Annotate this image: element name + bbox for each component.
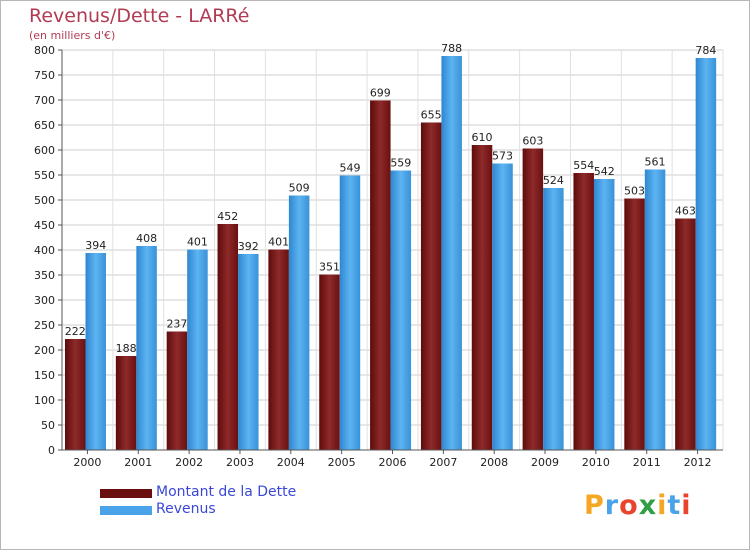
data-label-debt: 603 bbox=[522, 135, 543, 148]
x-tick-label: 2005 bbox=[328, 456, 356, 469]
data-label-revenue: 392 bbox=[238, 240, 259, 253]
logo-letter: o bbox=[619, 490, 639, 521]
bar-debt bbox=[65, 339, 86, 450]
logo-letter: r bbox=[604, 490, 620, 521]
data-label-debt: 401 bbox=[268, 236, 289, 249]
y-tick-label: 250 bbox=[34, 319, 55, 332]
data-label-debt: 699 bbox=[370, 87, 391, 100]
data-label-revenue: 788 bbox=[441, 42, 462, 55]
data-label-debt: 463 bbox=[675, 205, 696, 218]
logo-letter: x bbox=[638, 490, 658, 521]
data-label-revenue: 509 bbox=[289, 182, 310, 195]
data-label-debt: 351 bbox=[319, 261, 340, 274]
bar-revenue bbox=[644, 169, 666, 450]
bar-revenue bbox=[593, 179, 615, 450]
x-tick-label: 2000 bbox=[73, 456, 101, 469]
bar-revenue bbox=[339, 175, 361, 450]
y-tick-label: 450 bbox=[34, 219, 55, 232]
x-tick-label: 2004 bbox=[277, 456, 305, 469]
bar-revenue bbox=[441, 56, 462, 450]
chart-subtitle: (en milliers d'€) bbox=[29, 29, 116, 42]
bar-debt bbox=[166, 331, 188, 450]
bar-debt bbox=[217, 224, 239, 450]
data-label-revenue: 573 bbox=[492, 150, 513, 163]
bar-debt bbox=[370, 100, 391, 450]
data-label-revenue: 561 bbox=[645, 156, 666, 169]
bar-revenue bbox=[543, 188, 564, 450]
data-label-debt: 655 bbox=[421, 109, 442, 122]
bar-debt bbox=[624, 198, 645, 450]
y-tick-label: 500 bbox=[34, 194, 55, 207]
data-label-revenue: 408 bbox=[136, 232, 157, 245]
bar-revenue bbox=[492, 163, 513, 450]
x-tick-label: 2012 bbox=[684, 456, 712, 469]
x-tick-label: 2010 bbox=[582, 456, 610, 469]
bar-revenue bbox=[390, 170, 412, 450]
bar-debt bbox=[522, 148, 544, 450]
bar-revenue bbox=[85, 253, 106, 450]
bar-debt bbox=[675, 218, 696, 450]
bar-debt bbox=[319, 274, 340, 450]
y-tick-label: 0 bbox=[48, 444, 55, 457]
y-tick-label: 400 bbox=[34, 244, 55, 257]
data-label-debt: 222 bbox=[65, 325, 86, 338]
y-tick-label: 350 bbox=[34, 269, 55, 282]
data-label-revenue: 559 bbox=[390, 157, 411, 170]
legend-label-debt: Montant de la Dette bbox=[156, 484, 297, 500]
data-label-debt: 610 bbox=[472, 131, 493, 144]
legend-swatch-debt bbox=[100, 489, 152, 498]
data-label-revenue: 542 bbox=[594, 165, 615, 178]
bar-debt bbox=[115, 356, 137, 450]
bar-revenue bbox=[695, 58, 717, 450]
proxiti-logo: Proxiti bbox=[584, 490, 692, 521]
bar-revenue bbox=[187, 249, 208, 450]
chart-title: Revenus/Dette - LARRé bbox=[29, 5, 250, 27]
x-tick-label: 2009 bbox=[531, 456, 559, 469]
y-tick-label: 100 bbox=[34, 394, 55, 407]
legend-swatch-revenue bbox=[100, 506, 152, 515]
y-tick-label: 800 bbox=[34, 44, 55, 57]
bar-revenue bbox=[288, 195, 310, 450]
bar-debt bbox=[420, 122, 442, 450]
legend-label-revenue: Revenus bbox=[156, 501, 216, 517]
bar-revenue bbox=[238, 254, 259, 450]
logo-letter: t bbox=[667, 490, 682, 521]
y-tick-label: 200 bbox=[34, 344, 55, 357]
logo-letter: P bbox=[584, 490, 605, 521]
x-tick-label: 2002 bbox=[175, 456, 203, 469]
y-tick-label: 150 bbox=[34, 369, 55, 382]
logo-letter: i bbox=[681, 490, 692, 521]
data-label-revenue: 401 bbox=[187, 236, 208, 249]
data-label-debt: 554 bbox=[573, 159, 594, 172]
y-tick-label: 600 bbox=[34, 144, 55, 157]
x-tick-label: 2008 bbox=[480, 456, 508, 469]
y-tick-label: 550 bbox=[34, 169, 55, 182]
x-tick-label: 2006 bbox=[379, 456, 407, 469]
data-label-debt: 452 bbox=[217, 210, 238, 223]
bar-debt bbox=[268, 249, 289, 450]
x-tick-label: 2001 bbox=[124, 456, 152, 469]
y-tick-label: 650 bbox=[34, 119, 55, 132]
data-label-revenue: 549 bbox=[339, 162, 360, 175]
bar-debt bbox=[573, 173, 594, 450]
x-tick-label: 2003 bbox=[226, 456, 254, 469]
x-tick-label: 2011 bbox=[633, 456, 661, 469]
data-label-revenue: 394 bbox=[85, 239, 106, 252]
x-tick-label: 2007 bbox=[429, 456, 457, 469]
data-label-revenue: 784 bbox=[695, 44, 716, 57]
y-tick-label: 300 bbox=[34, 294, 55, 307]
y-tick-label: 700 bbox=[34, 94, 55, 107]
data-label-debt: 503 bbox=[624, 185, 645, 198]
y-tick-label: 750 bbox=[34, 69, 55, 82]
bar-debt bbox=[471, 145, 493, 450]
data-label-debt: 188 bbox=[116, 342, 137, 355]
bar-revenue bbox=[136, 246, 157, 450]
y-tick-label: 50 bbox=[41, 419, 55, 432]
logo-letter: i bbox=[657, 490, 668, 521]
data-label-revenue: 524 bbox=[543, 174, 564, 187]
data-label-debt: 237 bbox=[166, 318, 187, 331]
